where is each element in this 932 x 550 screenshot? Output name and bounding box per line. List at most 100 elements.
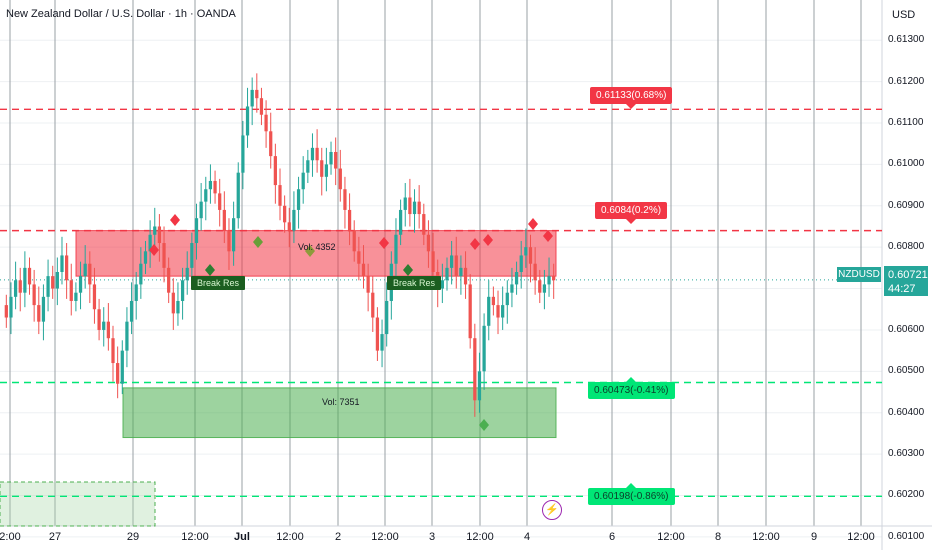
- candle-body-7: [37, 305, 41, 322]
- candle-body-10: [51, 276, 55, 289]
- lightning-icon[interactable]: ⚡: [542, 500, 562, 520]
- candle-body-2: [13, 280, 18, 297]
- x-tick-label: 6: [608, 531, 616, 543]
- candle-body-31: [148, 234, 152, 252]
- candle-body-11: [55, 272, 59, 289]
- candle-body-33: [157, 226, 162, 244]
- level-tag-2[interactable]: 0.6084(0.2%): [595, 202, 668, 224]
- x-tick-label: 12:00: [371, 531, 399, 543]
- candle-body-112: [524, 247, 528, 256]
- x-tick-label: 12:00: [752, 531, 780, 543]
- candle-body-118: [552, 276, 556, 281]
- level-tag-1[interactable]: 0.61133(0.68%): [590, 87, 673, 109]
- x-tick-label: 29: [126, 531, 140, 543]
- candle-body-17: [83, 263, 87, 277]
- signal-marker-5: [470, 238, 480, 250]
- candle-body-113: [528, 247, 533, 264]
- y-tick-label: 0.60600: [888, 323, 925, 335]
- candle-body-101: [473, 338, 477, 401]
- break-res-label-1: Break Res: [191, 276, 246, 290]
- y-tick-label: 0.60200: [888, 489, 925, 501]
- zone-old-support: [0, 481, 156, 527]
- x-tick-label: 2: [334, 531, 342, 543]
- candle-body-9: [46, 276, 50, 297]
- x-tick-label: 2:00: [0, 531, 21, 543]
- candle-body-94: [440, 280, 444, 289]
- candle-body-72: [338, 168, 342, 190]
- candle-body-51: [241, 135, 245, 173]
- last-price-value: 0.60721: [888, 269, 928, 281]
- y-tick-label: 0.60100: [888, 530, 925, 542]
- signal-marker-10: [205, 264, 215, 276]
- zone-0: [75, 230, 557, 277]
- candle-body-4: [23, 267, 27, 293]
- x-tick-label: 9: [810, 531, 818, 543]
- candle-body-91: [426, 234, 431, 252]
- y-tick-label: 0.61100: [888, 117, 924, 128]
- candle-body-66: [310, 147, 315, 161]
- candle-body-90: [422, 214, 426, 235]
- candle-body-48: [227, 230, 231, 252]
- x-tick-label: 27: [48, 531, 62, 543]
- x-tick-label: 12:00: [276, 531, 304, 543]
- candle-body-45: [213, 180, 217, 194]
- y-tick-label: 0.61000: [888, 158, 925, 170]
- candle-body-39: [185, 267, 189, 281]
- candle-body-97: [454, 255, 458, 277]
- candle-body-89: [417, 201, 421, 215]
- candle-body-18: [88, 263, 92, 285]
- x-tick-label: 12:00: [657, 531, 685, 543]
- candle-body-114: [533, 263, 537, 281]
- zone-label-support: Vol: 7351: [322, 397, 360, 407]
- candle-body-56: [264, 114, 268, 132]
- candle-body-88: [412, 201, 417, 215]
- candle-body-82: [385, 300, 389, 335]
- candle-body-8: [41, 296, 46, 322]
- candle-body-20: [97, 309, 101, 330]
- signal-marker-7: [528, 218, 538, 230]
- candle-body-84: [394, 234, 398, 264]
- signal-marker-0: [149, 244, 159, 256]
- candle-body-37: [176, 300, 180, 314]
- candle-body-107: [501, 305, 505, 318]
- signal-marker-8: [543, 230, 553, 242]
- candle-body-50: [236, 172, 240, 219]
- candle-body-30: [143, 251, 148, 264]
- candle-body-96: [450, 255, 454, 268]
- candle-body-13: [64, 255, 69, 281]
- candle-body-26: [125, 321, 129, 351]
- candle-body-14: [69, 280, 73, 301]
- candle-body-69: [324, 164, 329, 177]
- candle-body-116: [542, 284, 547, 293]
- signal-marker-9: [479, 419, 489, 431]
- y-tick-label: 0.60800: [888, 241, 925, 253]
- candle-body-67: [315, 147, 319, 161]
- y-tick-label: 0.61300: [888, 34, 925, 46]
- candle-body-77: [361, 263, 366, 277]
- candle-body-38: [180, 280, 185, 301]
- candle-body-86: [403, 197, 407, 210]
- candle-body-61: [287, 222, 291, 231]
- candle-body-58: [273, 156, 277, 186]
- x-tick-label: 3: [428, 531, 436, 543]
- candle-body-25: [120, 350, 124, 384]
- candle-body-57: [269, 131, 273, 157]
- signal-marker-4: [379, 237, 389, 249]
- candle-body-65: [306, 160, 310, 173]
- level-tag-4[interactable]: 0.60198(-0.86%): [588, 483, 675, 505]
- candle-body-108: [505, 292, 509, 306]
- candle-body-74: [347, 209, 352, 231]
- level-tag-3[interactable]: 0.60473(-0.41%): [588, 377, 675, 399]
- candle-body-102: [477, 371, 482, 401]
- candle-body-22: [106, 321, 110, 339]
- candle-body-54: [255, 89, 259, 99]
- candle-body-98: [459, 267, 463, 277]
- candle-body-36: [171, 292, 175, 314]
- candle-body-81: [380, 334, 384, 351]
- candle-body-0: [4, 305, 8, 318]
- candle-body-85: [398, 209, 403, 235]
- break-res-label-2: Break Res: [387, 276, 442, 290]
- signal-marker-6: [483, 234, 493, 246]
- candle-body-111: [519, 255, 523, 272]
